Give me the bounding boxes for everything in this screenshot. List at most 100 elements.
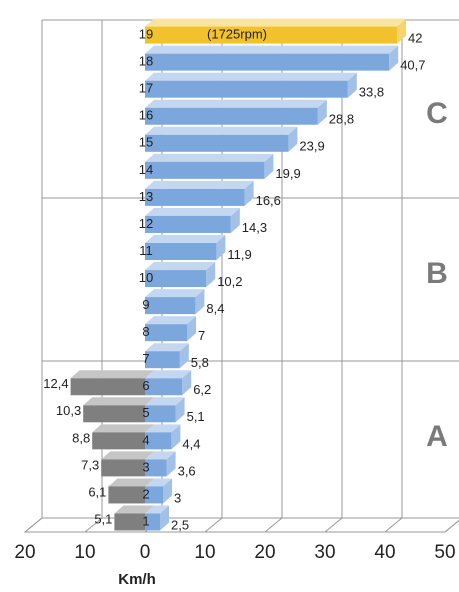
- bar-side: [244, 180, 254, 206]
- bar-side: [264, 153, 274, 179]
- bar: [83, 405, 145, 423]
- bar-side: [317, 99, 327, 125]
- bar: [145, 297, 196, 315]
- bar-top: [145, 262, 216, 271]
- value-label: 23,9: [299, 139, 324, 154]
- bar-top: [114, 505, 154, 514]
- bar-side: [195, 289, 205, 315]
- bar-top: [145, 370, 192, 379]
- floor-line: [84, 517, 103, 533]
- value-label: 11,9: [227, 247, 251, 262]
- category-label: 18: [139, 54, 153, 69]
- category-label: 2: [142, 486, 149, 501]
- bar: [145, 513, 160, 531]
- value-label: 5,8: [191, 355, 209, 370]
- x-tick-label: 20: [14, 542, 35, 563]
- bar: [145, 432, 172, 450]
- bar: [145, 107, 318, 125]
- bar: [145, 243, 217, 260]
- bar-side: [288, 126, 298, 152]
- value-label: 10,3: [56, 403, 81, 418]
- value-label: 19,9: [275, 166, 300, 181]
- bar-top: [145, 505, 169, 514]
- bar-side: [166, 451, 176, 477]
- value-label: 6,2: [193, 382, 211, 397]
- bar: [145, 351, 180, 369]
- bar-top: [145, 45, 399, 54]
- value-label: 42: [408, 31, 422, 46]
- category-label: 6: [142, 378, 149, 393]
- bar-side: [397, 18, 406, 44]
- value-label: 8,4: [206, 301, 224, 316]
- value-label: 16,6: [256, 193, 281, 208]
- bar: [145, 188, 245, 206]
- bar-top: [101, 451, 154, 460]
- bar: [145, 486, 163, 504]
- annotation: (1725rpm): [207, 27, 267, 42]
- value-label: 7,3: [81, 457, 99, 472]
- category-label: 10: [139, 270, 153, 285]
- x-tick-label: 40: [374, 542, 395, 563]
- bar-top: [145, 316, 196, 325]
- value-label: 7: [198, 328, 205, 343]
- bar: [145, 53, 390, 71]
- bar-side: [230, 207, 240, 233]
- bar-side: [389, 45, 399, 71]
- bar-top: [145, 397, 185, 406]
- bar-side: [160, 505, 169, 531]
- bar: [145, 324, 187, 342]
- bar-top: [83, 397, 154, 406]
- x-tick-label: 30: [314, 542, 335, 563]
- bar-top: [145, 451, 176, 460]
- bar-top: [145, 289, 205, 298]
- x-tick-label: 0: [140, 542, 151, 563]
- category-label: 8: [142, 324, 149, 339]
- value-label: 10,2: [217, 274, 242, 289]
- category-label: 19: [139, 27, 153, 42]
- category-label: 3: [142, 459, 149, 474]
- category-label: 5: [142, 405, 149, 420]
- value-label: 4,4: [182, 436, 200, 451]
- region-label: A: [426, 420, 448, 453]
- bar-top: [145, 99, 327, 108]
- x-tick-label: 10: [74, 542, 95, 563]
- bar-side: [206, 262, 216, 288]
- bar-side: [179, 343, 189, 369]
- bar-side: [163, 478, 172, 504]
- bar-top: [145, 235, 226, 243]
- value-label: 2,5: [171, 517, 189, 532]
- bar-side: [175, 397, 185, 423]
- bar-top: [70, 370, 154, 379]
- bar-top: [145, 424, 181, 433]
- category-label: 9: [142, 297, 149, 312]
- region-label: B: [426, 257, 448, 290]
- bar: [92, 432, 145, 450]
- floor-line: [324, 517, 343, 533]
- category-label: 16: [139, 108, 153, 123]
- bar-top: [145, 126, 298, 135]
- category-label: 1: [142, 513, 149, 528]
- category-label: 7: [142, 351, 149, 366]
- value-label: 3: [174, 490, 181, 505]
- floor-line: [384, 517, 403, 533]
- floor-line: [204, 517, 223, 533]
- floor-line: [264, 517, 283, 533]
- category-label: 11: [139, 243, 153, 258]
- bar-top: [145, 18, 406, 27]
- value-label: 5,1: [94, 511, 112, 526]
- region-label: C: [426, 97, 448, 130]
- bar: [101, 459, 145, 477]
- bar: [114, 513, 145, 531]
- x-tick-label: 50: [434, 542, 455, 563]
- category-label: 14: [139, 162, 153, 177]
- value-label: 12,4: [43, 376, 68, 391]
- bar-top: [145, 343, 189, 352]
- category-label: 12: [139, 216, 153, 231]
- bar-top: [145, 153, 274, 162]
- value-label: 14,3: [242, 220, 267, 235]
- bar-side: [347, 72, 357, 98]
- bar-top: [145, 180, 254, 189]
- bar-top: [145, 72, 357, 81]
- x-tick-label: 20: [254, 542, 275, 563]
